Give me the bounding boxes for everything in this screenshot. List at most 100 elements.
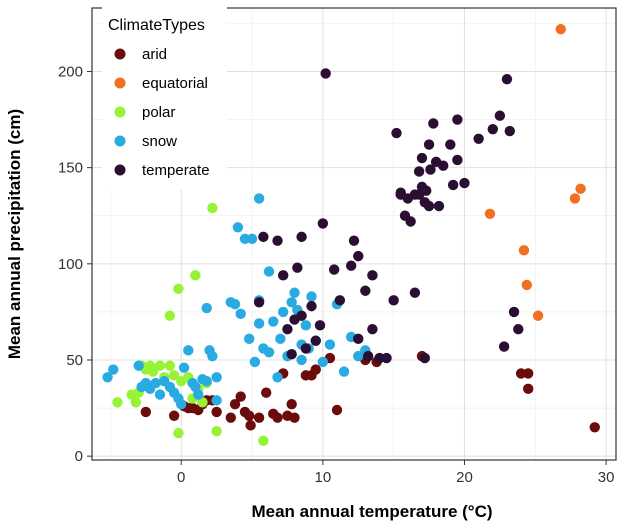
data-point-equatorial [532,310,544,321]
data-point-polar [130,397,142,408]
data-point-temperate [367,324,378,335]
data-point-snow [353,350,364,362]
data-point-snow [324,339,336,350]
data-point-temperate [362,350,374,362]
data-point-temperate [282,324,293,335]
y-tick-label: 50 [66,352,83,369]
data-point-temperate [292,262,303,273]
axis-ticks: 0 10 20 30 0 50 100 150 200 [58,63,614,486]
data-point-arid [245,420,256,431]
data-point-snow [244,333,255,345]
data-point-temperate [395,187,406,198]
data-point-temperate [306,300,317,312]
data-point-snow [176,399,187,410]
data-point-temperate [413,166,425,177]
data-point-temperate [433,200,445,212]
legend-label-arid: arid [142,46,167,63]
data-point-snow [183,345,194,356]
data-point-snow [249,356,261,368]
x-axis-title: Mean annual temperature (°C) [251,502,492,521]
data-point-snow [272,372,283,383]
data-point-temperate [498,341,510,352]
data-point-polar [197,397,208,408]
data-point-equatorial [569,193,581,204]
data-point-snow [306,291,317,302]
data-point-equatorial [575,183,586,194]
data-point-snow [102,372,113,383]
data-point-temperate [334,295,346,306]
data-point-temperate [425,164,436,175]
data-point-temperate [258,231,269,243]
data-point-polar [207,202,218,214]
legend: ClimateTypes arid equatorial polar snow temp… [102,4,227,190]
data-point-temperate [391,127,402,139]
legend-label-equatorial: equatorial [142,75,208,92]
data-point-arid [286,399,297,410]
data-point-snow [193,389,204,400]
y-tick-label: 150 [58,160,83,177]
data-point-snow [108,364,119,375]
data-point-temperate [296,310,307,321]
data-point-temperate [428,118,439,129]
data-point-temperate [381,352,392,364]
legend-item-arid: arid [114,46,167,63]
data-points [102,23,600,446]
data-point-snow [232,222,244,233]
data-point-temperate [277,270,289,281]
data-point-temperate [447,179,459,191]
data-point-snow [286,297,297,308]
data-point-equatorial [521,279,532,291]
data-point-snow [150,377,161,389]
y-tick-label: 100 [58,256,83,273]
data-point-arid [253,412,265,423]
plot-panel-border [91,7,617,461]
data-point-snow [317,356,329,368]
data-point-polar [147,366,159,377]
data-point-polar [164,310,176,321]
data-point-temperate [421,185,432,196]
data-point-polar [164,360,176,371]
data-point-snow [338,366,350,377]
data-point-temperate [388,295,399,306]
legend-label-polar: polar [142,104,175,121]
data-point-polar [173,427,184,439]
data-point-temperate [317,218,329,229]
legend-label-snow: snow [142,133,177,150]
legend-title: ClimateTypes [108,17,205,34]
data-point-temperate [438,160,449,171]
data-point-snow [229,299,241,310]
legend-key-snow [114,135,126,147]
data-point-arid [140,406,152,418]
x-tick-label: 30 [598,469,615,486]
legend-key-polar [114,106,126,118]
data-point-temperate [419,352,431,364]
legend-item-equatorial: equatorial [114,75,208,92]
legend-key-arid [114,48,126,60]
data-point-temperate [360,285,371,296]
data-point-temperate [494,110,506,121]
data-point-temperate [423,139,435,150]
data-point-temperate [513,324,524,335]
data-point-snow [201,302,212,314]
data-point-temperate [328,264,340,275]
data-point-temperate [459,177,470,189]
data-point-equatorial [484,208,496,220]
legend-background [102,4,227,190]
data-point-arid [260,387,272,398]
data-point-snow [289,287,300,298]
data-point-arid [589,422,600,433]
data-point-arid [331,404,343,416]
legend-item-temperate: temperate [114,162,210,179]
data-point-temperate [286,349,297,360]
data-point-arid [168,410,180,421]
data-point-temperate [416,152,428,164]
data-point-polar [112,397,123,408]
data-point-arid [522,368,534,379]
data-point-temperate [314,320,326,331]
data-point-polar [173,283,184,295]
x-tick-label: 20 [456,469,473,486]
data-point-snow [201,375,212,387]
data-point-temperate [504,125,515,137]
data-point-snow [275,333,286,345]
